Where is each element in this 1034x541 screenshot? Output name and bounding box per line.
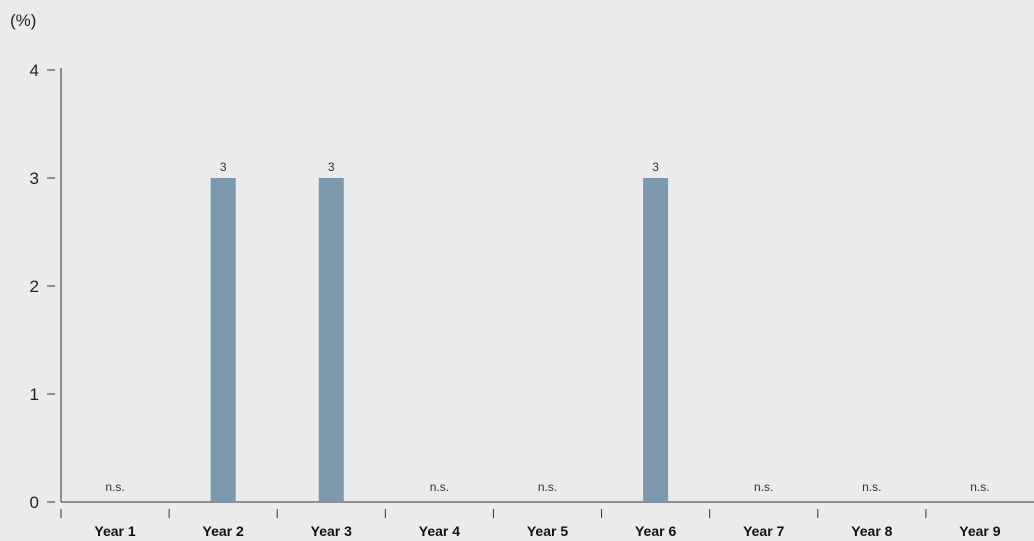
- data-label: 3: [328, 160, 335, 174]
- bars: [210, 178, 669, 502]
- y-tick-label: 0: [30, 493, 39, 512]
- data-label: n.s.: [105, 480, 124, 494]
- x-tick-label: Year 6: [635, 523, 676, 539]
- x-tick-label: Year 3: [311, 523, 352, 539]
- y-tick-label: 1: [30, 385, 39, 404]
- x-tick-label: Year 7: [743, 523, 784, 539]
- x-tick-label: Year 2: [203, 523, 244, 539]
- y-tick-label: 2: [30, 277, 39, 296]
- x-axis: Year 1 Year 2 Year 3 Year 4 Year 5 Year 6 Year…: [60, 509, 1001, 539]
- data-label: n.s.: [430, 480, 449, 494]
- x-tick-label: Year 9: [959, 523, 1000, 539]
- bar: [210, 178, 236, 502]
- x-tick-label: Year 5: [527, 523, 568, 539]
- data-label: n.s.: [538, 480, 557, 494]
- x-tick-label: Year 4: [419, 523, 460, 539]
- data-label: 3: [652, 160, 659, 174]
- y-axis: 0 1 2 3 4: [30, 61, 55, 512]
- data-label: n.s.: [754, 480, 773, 494]
- x-tick-label: Year 1: [94, 523, 135, 539]
- y-tick-label: 3: [30, 169, 39, 188]
- data-label: n.s.: [970, 480, 989, 494]
- data-label: n.s.: [862, 480, 881, 494]
- x-tick-label: Year 8: [851, 523, 892, 539]
- bar: [318, 178, 344, 502]
- y-tick-label: 4: [30, 61, 39, 80]
- data-label: 3: [220, 160, 227, 174]
- y-unit-label: (%): [10, 11, 36, 30]
- bar: [643, 178, 669, 502]
- data-labels: n.s. 3 3 n.s. n.s. 3 n.s. n.s. n.s.: [105, 160, 989, 494]
